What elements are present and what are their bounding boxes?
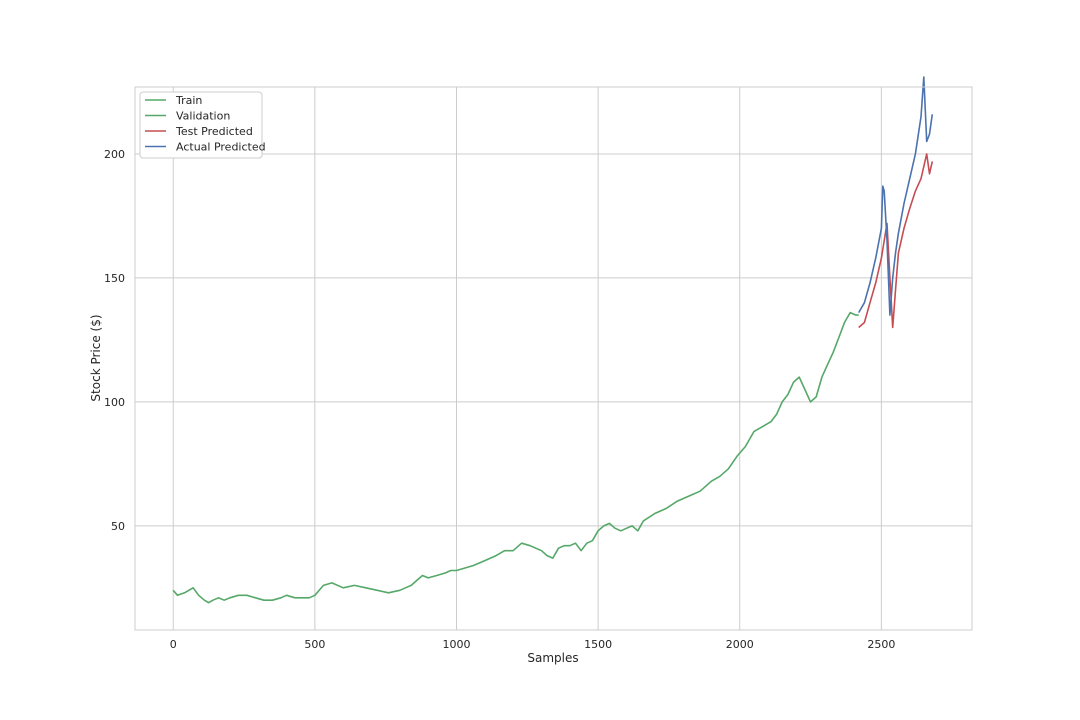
grid-lines: [135, 87, 972, 630]
series-line-test-predicted: [858, 153, 934, 329]
x-tick-label: 0: [170, 638, 177, 651]
x-tick-label: 1000: [442, 638, 470, 651]
plot-frame: [134, 86, 973, 631]
y-tick-label: 200: [104, 148, 125, 161]
series-layer: [172, 76, 934, 604]
legend-box: [139, 91, 263, 159]
legend-label-train: Train: [175, 94, 202, 107]
legend-label-validation: Validation: [176, 110, 230, 123]
y-tick-label: 100: [104, 396, 125, 409]
y-tick-label: 150: [104, 272, 125, 285]
plot-area: [135, 87, 972, 630]
y-axis-label: Stock Price ($): [89, 314, 103, 401]
y-tick-label: 50: [111, 520, 125, 533]
y-tick-labels: 50 100 150 200: [104, 148, 125, 533]
legend-label-actual-predicted: Actual Predicted: [176, 141, 266, 154]
series-line-actual-predicted: [858, 76, 934, 316]
series-line-train: [172, 311, 859, 604]
x-tick-labels: 0 500 1000 1500 2000 2500: [170, 638, 896, 651]
x-axis-label: Samples: [527, 651, 578, 665]
x-tick-label: 2000: [726, 638, 754, 651]
x-tick-label: 2500: [867, 638, 895, 651]
legend: Train Validation Test Predicted Actual Pred…: [139, 91, 266, 159]
x-tick-label: 500: [304, 638, 325, 651]
legend-label-test-predicted: Test Predicted: [175, 125, 253, 138]
x-tick-label: 1500: [584, 638, 612, 651]
